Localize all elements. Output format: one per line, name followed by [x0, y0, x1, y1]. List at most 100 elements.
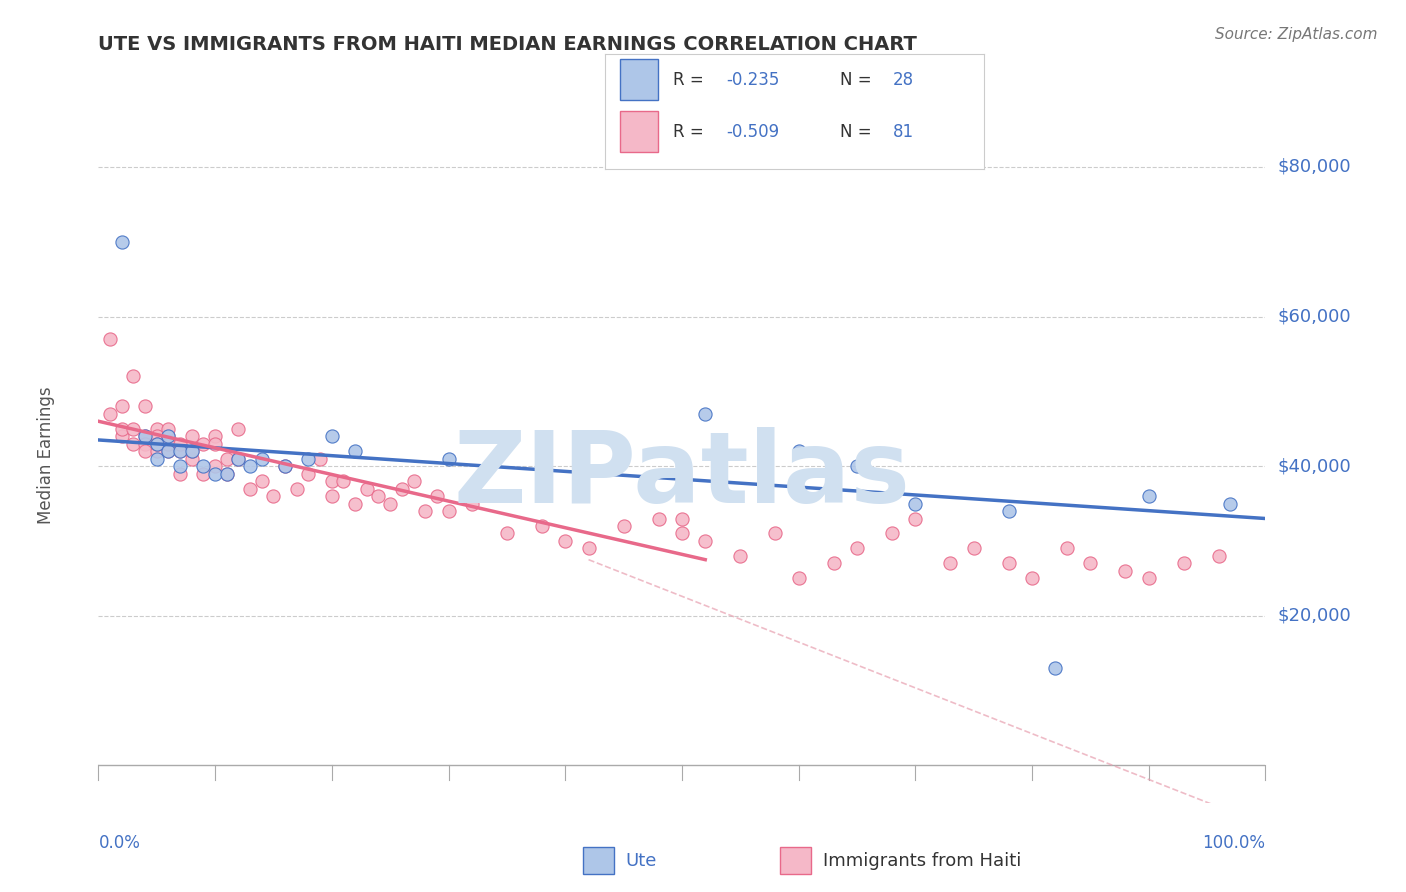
Point — [204, 467, 226, 481]
Point — [344, 444, 367, 458]
Point — [1137, 571, 1160, 585]
Text: Median Earnings: Median Earnings — [37, 386, 55, 524]
Point — [215, 467, 238, 481]
Point — [122, 369, 145, 384]
Point — [169, 459, 191, 474]
Text: $60,000: $60,000 — [1277, 308, 1351, 326]
Point — [1021, 571, 1043, 585]
Point — [530, 519, 553, 533]
Point — [578, 541, 600, 556]
Point — [134, 436, 156, 450]
Point — [193, 459, 215, 474]
Point — [845, 541, 868, 556]
Point — [309, 451, 332, 466]
Point — [157, 444, 180, 458]
Point — [321, 474, 343, 488]
Point — [612, 519, 634, 533]
Point — [111, 429, 134, 443]
Point — [157, 429, 180, 443]
Point — [134, 429, 156, 443]
Point — [169, 467, 191, 481]
Point — [904, 497, 927, 511]
Point — [1080, 557, 1102, 571]
Point — [437, 451, 460, 466]
Point — [157, 444, 180, 458]
Text: N =: N = — [839, 70, 877, 88]
Point — [367, 489, 389, 503]
Text: 100.0%: 100.0% — [1202, 834, 1265, 852]
Point — [997, 557, 1019, 571]
Point — [1114, 564, 1136, 578]
Point — [169, 436, 191, 450]
Point — [1056, 541, 1078, 556]
Point — [204, 429, 226, 443]
Point — [111, 399, 134, 413]
Point — [146, 436, 169, 450]
Point — [146, 444, 169, 458]
Point — [344, 497, 367, 511]
Point — [239, 482, 262, 496]
Point — [297, 467, 319, 481]
Text: R =: R = — [673, 123, 709, 141]
Point — [904, 511, 927, 525]
Point — [321, 489, 343, 503]
Text: $80,000: $80,000 — [1277, 158, 1351, 176]
Point — [180, 451, 202, 466]
Point — [671, 526, 693, 541]
Point — [1219, 497, 1241, 511]
Point — [193, 467, 215, 481]
Point — [146, 436, 169, 450]
Point — [285, 482, 308, 496]
Text: N =: N = — [839, 123, 877, 141]
Text: Source: ZipAtlas.com: Source: ZipAtlas.com — [1215, 27, 1378, 42]
Point — [262, 489, 284, 503]
Point — [695, 533, 717, 548]
Point — [378, 497, 402, 511]
Point — [111, 235, 134, 249]
Point — [228, 451, 250, 466]
Point — [413, 504, 436, 518]
Point — [1045, 661, 1067, 675]
Point — [274, 459, 297, 474]
Point — [437, 504, 460, 518]
Point — [215, 451, 238, 466]
Text: $20,000: $20,000 — [1277, 607, 1351, 624]
Point — [787, 444, 810, 458]
Text: R =: R = — [673, 70, 709, 88]
Point — [695, 407, 717, 421]
Point — [495, 526, 517, 541]
Point — [939, 557, 962, 571]
Point — [356, 482, 378, 496]
Point — [250, 474, 273, 488]
Point — [169, 444, 191, 458]
Point — [134, 399, 156, 413]
Point — [391, 482, 413, 496]
Point — [157, 436, 180, 450]
Point — [763, 526, 786, 541]
Point — [180, 429, 202, 443]
Point — [157, 429, 180, 443]
Point — [274, 459, 297, 474]
Point — [297, 451, 319, 466]
Point — [228, 422, 250, 436]
Point — [146, 422, 169, 436]
Point — [157, 422, 180, 436]
Point — [787, 571, 810, 585]
Point — [180, 444, 202, 458]
Point — [98, 332, 121, 346]
Point — [239, 459, 262, 474]
Point — [180, 444, 202, 458]
Point — [332, 474, 354, 488]
Point — [1137, 489, 1160, 503]
Text: ZIPatlas: ZIPatlas — [454, 427, 910, 524]
Bar — [620, 59, 658, 100]
Point — [461, 497, 484, 511]
Point — [554, 533, 576, 548]
Text: 0.0%: 0.0% — [98, 834, 141, 852]
Point — [730, 549, 752, 563]
Point — [1173, 557, 1195, 571]
Point — [122, 422, 145, 436]
Point — [204, 459, 226, 474]
Point — [228, 451, 250, 466]
Text: 81: 81 — [893, 123, 914, 141]
